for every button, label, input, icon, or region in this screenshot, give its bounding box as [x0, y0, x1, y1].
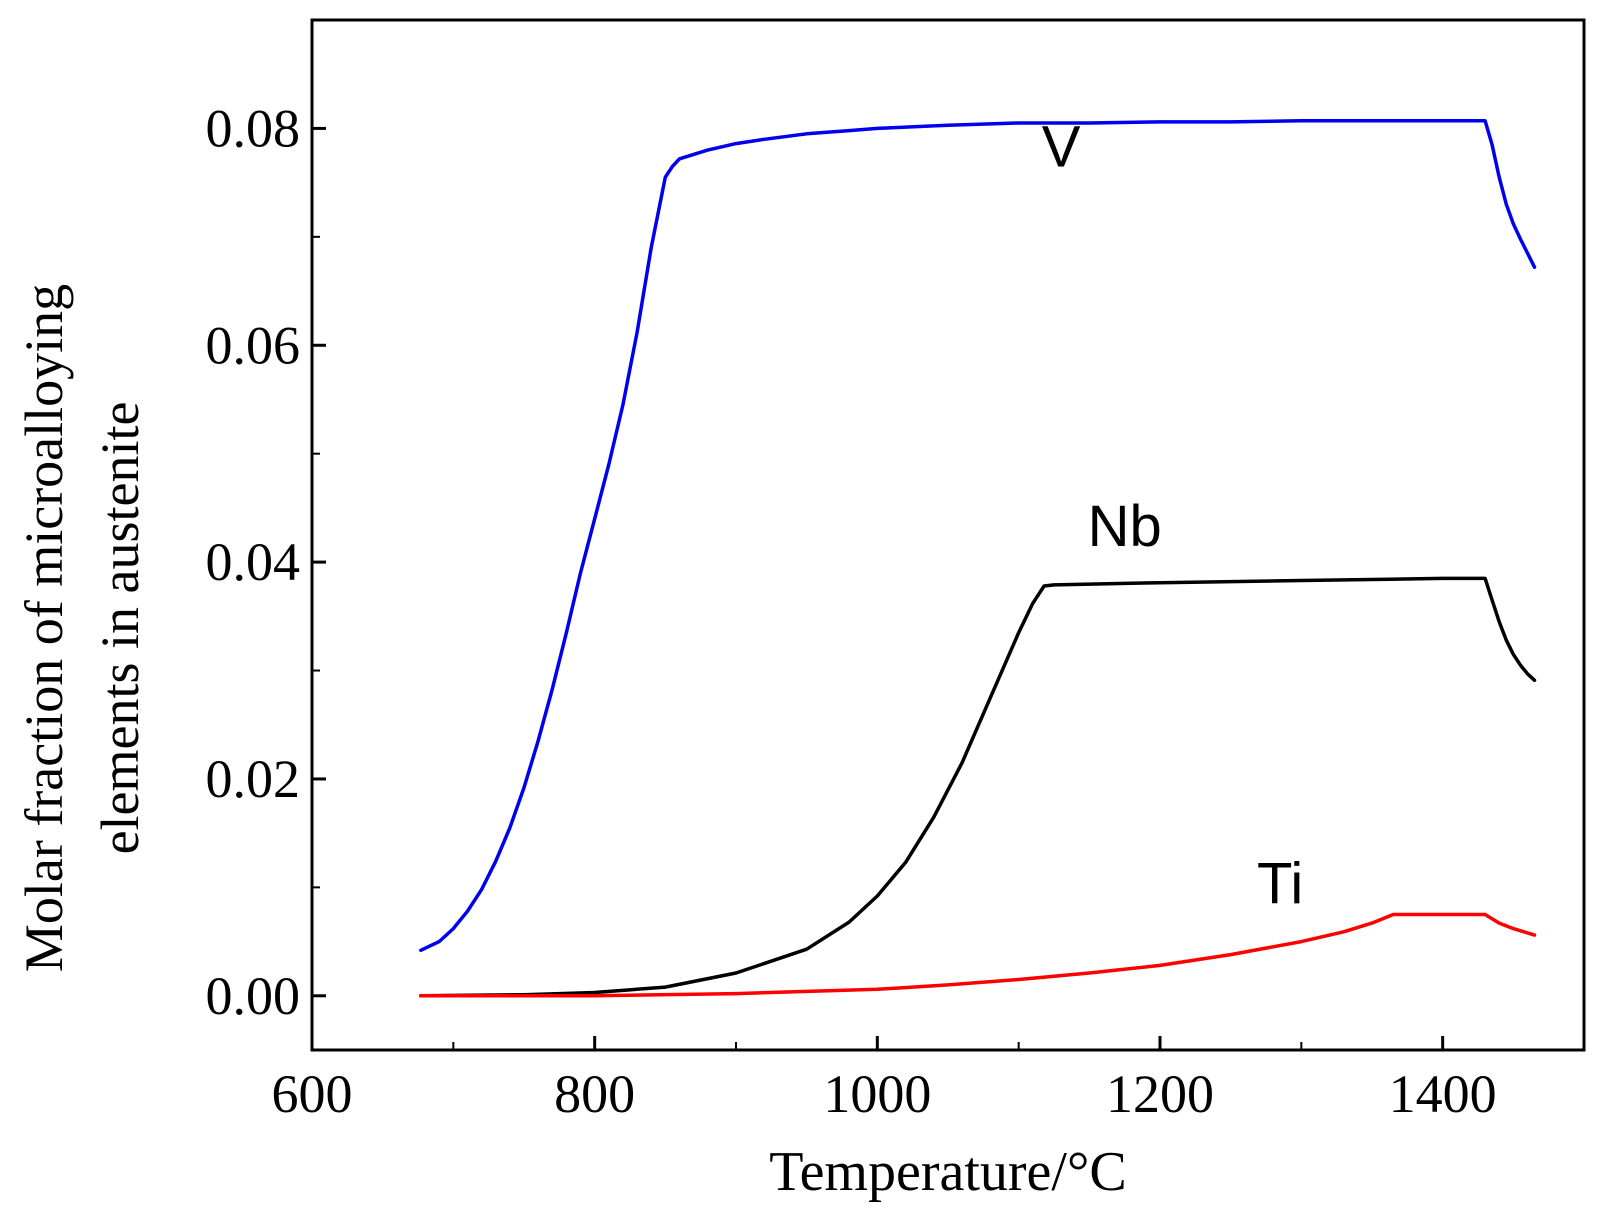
x-tick-label: 1200	[1106, 1064, 1214, 1124]
y-tick-label: 0.02	[206, 749, 301, 809]
series-line-ti	[419, 912, 1537, 998]
series-line-nb	[419, 576, 1537, 998]
y-axis-label-line-1: Molar fraction of microalloying	[14, 284, 74, 972]
series-label-ti: Ti	[1257, 852, 1303, 917]
series-label-nb: Nb	[1088, 494, 1162, 559]
y-axis-label-line-2: elements in austenite	[90, 402, 150, 855]
y-tick-label: 0.04	[206, 532, 301, 592]
x-tick-label: 800	[554, 1064, 635, 1124]
y-tick-label: 0.06	[206, 315, 301, 375]
x-axis-label: Temperature/°C	[769, 1141, 1126, 1203]
x-tick-label: 600	[272, 1064, 353, 1124]
series-line-v	[419, 119, 1537, 953]
series-labels: V Nb Ti	[1042, 114, 1303, 916]
series-lines	[419, 119, 1537, 998]
x-axis: 600 800 1000 1200 1400	[272, 1036, 1497, 1124]
x-tick-label: 1400	[1389, 1064, 1497, 1124]
y-tick-label: 0.00	[206, 966, 301, 1026]
y-axis: 0.00 0.02 0.04 0.06 0.08	[206, 98, 326, 1026]
series-label-v: V	[1042, 114, 1081, 179]
plot-frame	[310, 18, 1586, 1052]
y-axis-label: Molar fraction of microalloying elements…	[14, 284, 150, 972]
y-tick-label: 0.08	[206, 98, 301, 158]
x-tick-label: 1000	[823, 1064, 931, 1124]
